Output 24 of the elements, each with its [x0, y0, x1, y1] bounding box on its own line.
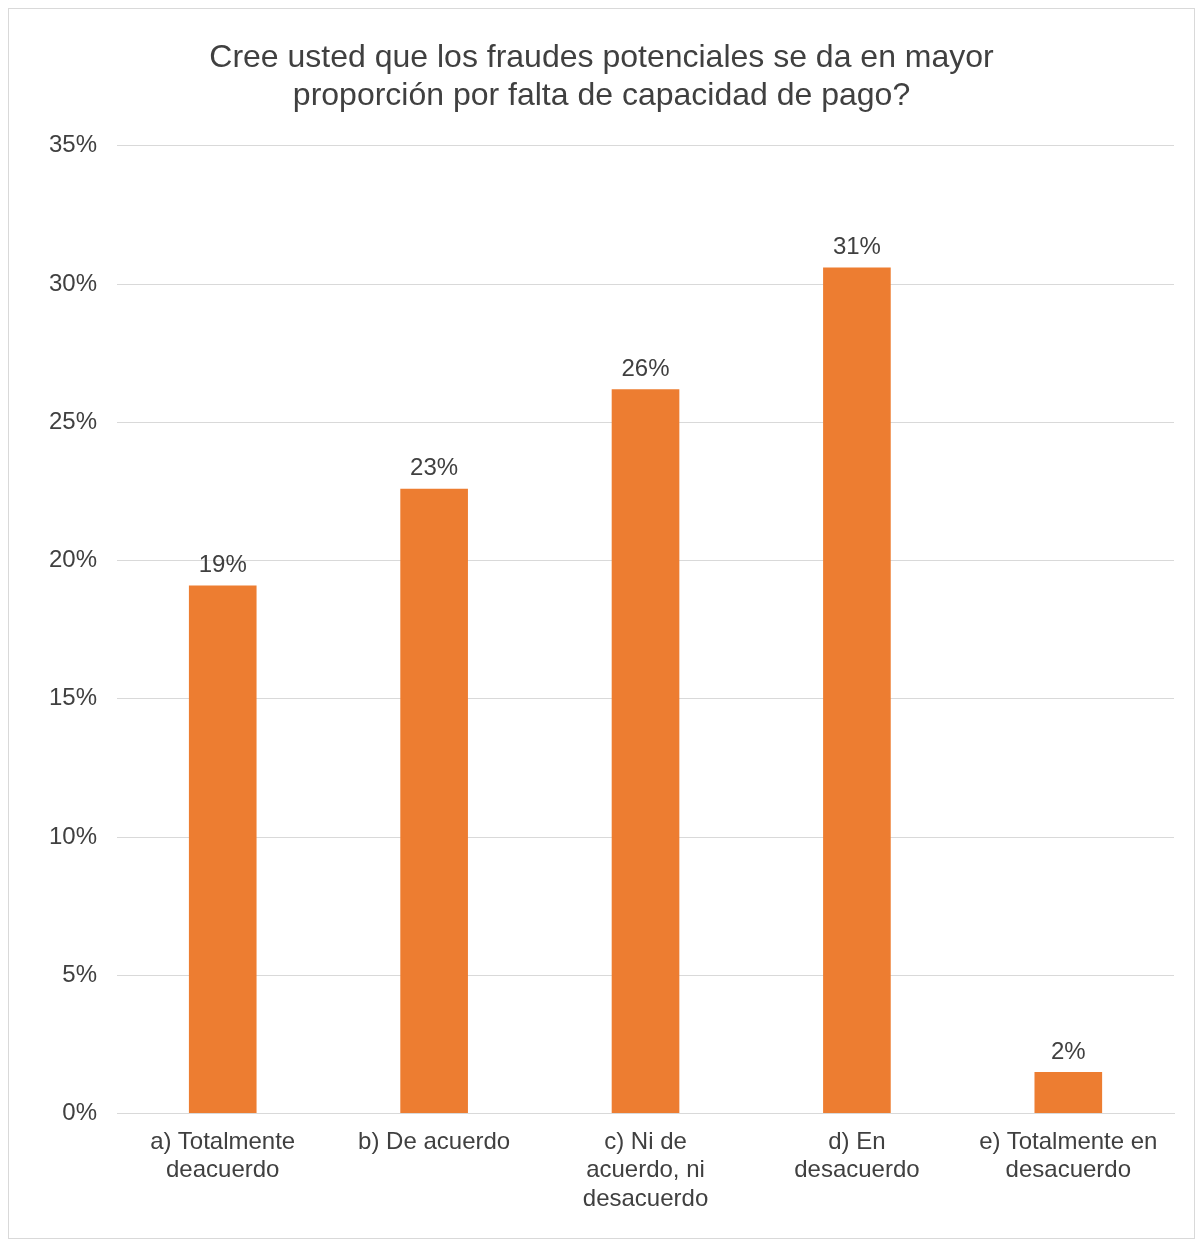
x-tick-label: a) Totalmente deacuerdo	[150, 1126, 296, 1183]
bar	[1034, 1072, 1103, 1114]
y-tick-label: 25%	[48, 406, 98, 434]
data-label: 2%	[1050, 1036, 1086, 1064]
chart-title: Cree usted que los fraudes potenciales se da en mayor proporción por falta de capacidad de pago?	[209, 38, 995, 113]
y-tick-label: 35%	[48, 130, 98, 158]
x-tick-label: e) Totalmente en desacuerdo	[979, 1126, 1158, 1183]
y-tick-label: 10%	[48, 821, 98, 849]
data-label: 23%	[410, 453, 459, 481]
y-tick-label: 15%	[48, 683, 98, 711]
y-tick-label: 0%	[62, 1098, 98, 1126]
bar	[823, 267, 891, 1114]
y-tick-label: 20%	[48, 545, 98, 573]
bar	[188, 585, 257, 1114]
y-tick-label: 5%	[62, 959, 98, 987]
x-tick-label: d) En desacuerdo	[794, 1126, 920, 1183]
bar	[400, 488, 468, 1114]
data-label: 31%	[832, 232, 881, 260]
data-label: 26%	[621, 353, 670, 381]
data-label: 19%	[198, 550, 247, 578]
x-tick-label: c) Ni de acuerdo, ni desacuerdo	[582, 1126, 709, 1212]
y-tick-label: 30%	[48, 268, 98, 296]
bar	[611, 389, 680, 1114]
x-tick-label: b) De acuerdo	[358, 1126, 511, 1154]
